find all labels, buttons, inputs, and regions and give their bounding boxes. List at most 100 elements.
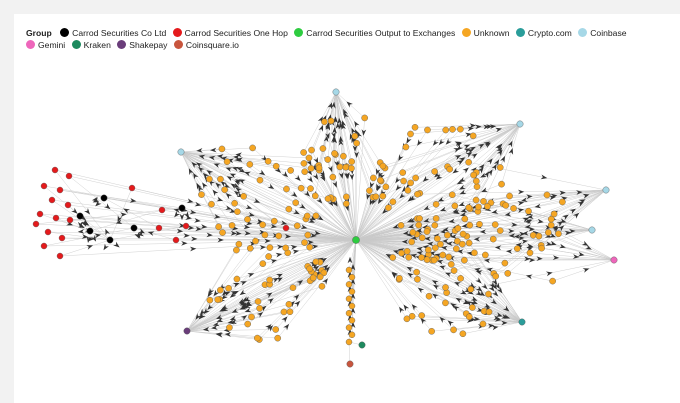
arrowhead <box>276 244 284 250</box>
arrowhead <box>508 233 516 239</box>
edge <box>419 218 593 231</box>
arrowhead <box>470 301 477 307</box>
arrowhead <box>484 142 491 149</box>
arrowhead <box>338 139 344 146</box>
unknown-node <box>345 295 353 302</box>
one-hop-node <box>44 228 52 236</box>
arrowhead <box>477 143 485 149</box>
carrod-co-node <box>130 224 138 232</box>
edge <box>209 178 357 241</box>
unknown-node <box>418 254 425 261</box>
edge <box>417 189 607 219</box>
arrowhead <box>319 172 325 180</box>
unknown-node <box>550 210 558 218</box>
edge <box>180 151 296 203</box>
unknown-node <box>412 174 419 182</box>
arrowhead <box>391 271 399 278</box>
edge <box>355 239 429 251</box>
edge <box>335 91 381 163</box>
unknown-node <box>272 326 280 333</box>
legend-item-unknown[interactable]: Unknown <box>461 27 510 39</box>
arrowhead <box>486 158 493 165</box>
unknown-node <box>489 235 497 243</box>
legend-item-carrod-output-to-exchanges[interactable]: Carrod Securities Output to Exchanges <box>294 27 455 39</box>
unknown-node <box>485 308 493 316</box>
legend-item-coinbase[interactable]: Coinbase <box>578 27 627 39</box>
arrowhead <box>174 210 181 218</box>
arrowhead <box>494 245 502 251</box>
edge <box>229 239 357 328</box>
arrowhead <box>327 102 332 110</box>
edge <box>68 175 357 241</box>
edge <box>416 189 607 235</box>
legend-item-kraken[interactable]: Kraken <box>71 39 111 51</box>
arrowhead <box>470 153 478 159</box>
arrowhead <box>411 304 418 311</box>
unknown-node <box>301 239 308 246</box>
edge <box>238 239 357 245</box>
unknown-node <box>331 150 338 157</box>
arrowhead <box>417 139 423 146</box>
edge <box>483 123 521 202</box>
arrowhead <box>446 241 453 247</box>
unknown-node <box>266 276 273 284</box>
unknown-node <box>475 203 482 211</box>
edge <box>180 151 228 162</box>
legend-item-gemini[interactable]: Gemini <box>26 39 65 51</box>
unknown-node <box>484 203 491 210</box>
arrowhead <box>475 285 483 292</box>
unknown-node <box>351 132 359 140</box>
legend-item-coinsquare-io[interactable]: Coinsquare.io <box>173 39 239 51</box>
unknown-node <box>272 162 280 170</box>
unknown-node <box>282 244 289 252</box>
unknown-node <box>208 200 215 208</box>
arrowhead <box>503 314 511 319</box>
edge <box>355 239 464 334</box>
arrowhead <box>495 312 503 317</box>
arrowhead <box>318 124 324 132</box>
legend-item-carrod-securities-co-ltd[interactable]: Carrod Securities Co Ltd <box>60 27 166 39</box>
unknown-node <box>529 231 537 239</box>
arrowhead <box>198 185 204 193</box>
edge <box>335 91 341 167</box>
arrowhead <box>577 251 585 257</box>
arrowhead <box>195 313 202 320</box>
unknown-node <box>398 249 405 257</box>
exchange-node <box>518 318 526 326</box>
legend-item-shakepay[interactable]: Shakepay <box>117 39 167 51</box>
arrowhead <box>557 225 565 232</box>
arrowhead <box>210 147 217 153</box>
arrowhead <box>189 246 197 252</box>
edge <box>161 209 357 241</box>
edge <box>186 329 276 332</box>
arrowhead <box>235 230 242 236</box>
one-hop-node <box>172 236 180 244</box>
arrowhead <box>406 136 412 144</box>
edge <box>133 227 357 241</box>
arrowhead <box>239 289 247 296</box>
arrowhead <box>549 195 556 201</box>
arrowhead <box>195 226 202 232</box>
arrowhead <box>540 174 548 180</box>
unknown-node <box>304 231 312 239</box>
edge <box>355 183 502 241</box>
one-hop-node <box>40 182 48 190</box>
arrowhead <box>147 231 155 236</box>
legend-item-carrod-securities-one-hop[interactable]: Carrod Securities One Hop <box>172 27 288 39</box>
arrowhead <box>138 228 145 234</box>
unknown-node <box>235 240 243 248</box>
arrowhead <box>234 190 241 197</box>
unknown-node <box>405 254 413 261</box>
unknown-node <box>467 285 475 293</box>
arrowhead <box>323 266 330 273</box>
arrowhead <box>487 323 495 329</box>
arrowhead <box>460 207 468 213</box>
arrowhead <box>275 252 283 258</box>
unknown-node <box>348 317 356 324</box>
edge <box>418 123 521 226</box>
legend-item-crypto-com[interactable]: Crypto.com <box>515 27 572 39</box>
arrowhead <box>489 124 497 129</box>
arrowhead <box>376 184 382 192</box>
unknown-node <box>413 268 420 276</box>
arrowhead <box>312 173 319 180</box>
